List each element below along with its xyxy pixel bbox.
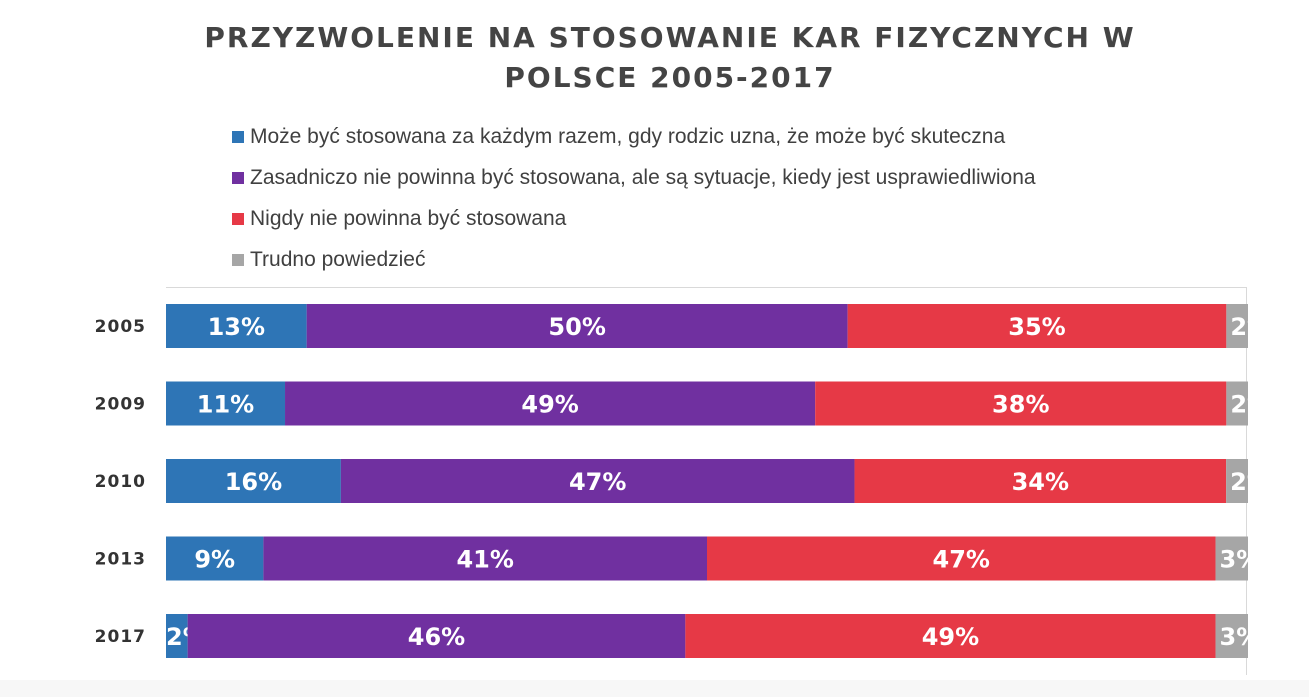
bar-segment (187, 614, 686, 658)
bar-segment (340, 459, 855, 503)
legend-item: Nigdy nie powinna być stosowana (232, 198, 1036, 239)
category-label: 2010 (95, 472, 146, 492)
legend-swatch (232, 212, 244, 225)
legend-label: Trudno powiedzieć (250, 247, 426, 271)
legend-swatch (232, 171, 244, 184)
bar-segment (707, 536, 1216, 581)
data-label: 3% (1220, 546, 1261, 574)
legend: Może być stosowana za każdym razem, gdy … (232, 116, 1036, 280)
data-label: 3% (1220, 623, 1261, 651)
data-label: 2% (1230, 468, 1271, 496)
bar-segment (847, 304, 1227, 348)
bar-segment (1226, 459, 1248, 503)
bar-segment (685, 614, 1216, 658)
data-label: 13% (208, 313, 265, 341)
category-label: 2017 (95, 627, 146, 647)
data-label: 16% (225, 468, 282, 496)
data-label: 50% (548, 313, 605, 341)
chart-title-line-2: POLSCE 2005-2017 (504, 61, 836, 94)
bar-segment (166, 536, 264, 581)
category-label: 2013 (95, 550, 146, 570)
bottom-fade (0, 680, 1309, 697)
bar-segment (166, 381, 286, 426)
data-label: 41% (456, 546, 513, 574)
data-label: 9% (194, 546, 235, 574)
legend-swatch (232, 130, 244, 143)
chart-title-line-1: PRZYZWOLENIE NA STOSOWANIE KAR FIZYCZNYC… (204, 21, 1136, 54)
bar-segment (854, 459, 1227, 503)
bar-segment (285, 381, 816, 426)
bar-segment (1226, 381, 1248, 426)
legend-item: Zasadniczo nie powinna być stosowana, al… (232, 157, 1036, 198)
chart-title: PRZYZWOLENIE NA STOSOWANIE KAR FIZYCZNYC… (0, 18, 1309, 98)
legend-item: Może być stosowana za każdym razem, gdy … (232, 116, 1036, 157)
data-label: 35% (1008, 313, 1065, 341)
data-label: 2% (1230, 391, 1271, 419)
data-label: 49% (922, 623, 979, 651)
bar-segment (306, 304, 848, 348)
data-label: 38% (992, 391, 1049, 419)
data-label: 34% (1012, 468, 1069, 496)
data-label: 46% (408, 623, 465, 651)
legend-item: Trudno powiedzieć (232, 239, 1036, 280)
bar-segment (166, 459, 341, 503)
data-label: 49% (521, 391, 578, 419)
bar-segment (166, 614, 188, 658)
legend-label: Zasadniczo nie powinna być stosowana, al… (250, 165, 1036, 189)
data-label: 47% (933, 546, 990, 574)
bar-segment (263, 536, 707, 581)
bar-segment (1226, 304, 1248, 348)
legend-label: Nigdy nie powinna być stosowana (250, 206, 567, 230)
legend-swatch (232, 253, 244, 266)
legend-label: Może być stosowana za każdym razem, gdy … (250, 124, 1006, 148)
bar-segment (815, 381, 1227, 426)
category-label: 2009 (95, 395, 146, 415)
data-label: 47% (569, 468, 626, 496)
data-label: 11% (197, 391, 254, 419)
data-label: 2% (1230, 313, 1271, 341)
bar-segment (166, 304, 307, 348)
category-label: 2005 (95, 317, 146, 337)
bar-segment (1215, 614, 1248, 658)
bar-segment (1215, 536, 1248, 581)
